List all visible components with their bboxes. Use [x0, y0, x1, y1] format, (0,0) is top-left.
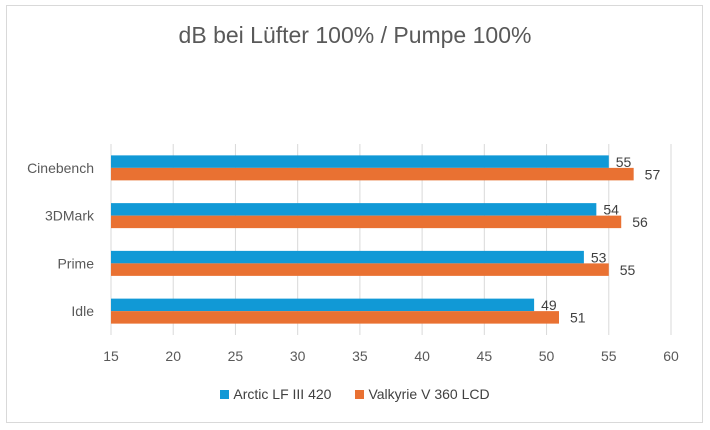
- bar: [111, 263, 609, 276]
- x-tick-label: 35: [352, 348, 368, 364]
- chart-frame: [6, 5, 703, 423]
- bar: [111, 167, 634, 181]
- legend: Arctic LF III 420 Valkyrie V 360 LCD: [0, 386, 710, 402]
- y-category-label: Cinebench: [27, 160, 94, 176]
- bar: [111, 215, 622, 229]
- x-tick-label: 20: [165, 348, 181, 364]
- x-tick-label: 55: [601, 348, 617, 364]
- legend-swatch-valkyrie: [355, 389, 365, 399]
- data-label: 56: [632, 214, 648, 230]
- data-label: 49: [541, 297, 557, 313]
- x-tick-label: 15: [103, 348, 119, 364]
- legend-label-arctic: Arctic LF III 420: [233, 386, 332, 402]
- x-tick-label: 40: [414, 348, 430, 364]
- y-category-label: 3DMark: [45, 208, 95, 224]
- x-tick-label: 25: [228, 348, 244, 364]
- y-category-label: Idle: [71, 303, 94, 319]
- data-label: 55: [620, 262, 636, 278]
- x-tick-label: 45: [477, 348, 493, 364]
- bar: [111, 155, 609, 168]
- legend-item-valkyrie: Valkyrie V 360 LCD: [355, 386, 490, 402]
- bar: [111, 203, 597, 216]
- data-label: 51: [570, 310, 586, 326]
- data-label: 53: [591, 249, 607, 265]
- data-label: 57: [645, 166, 661, 182]
- y-category-label: Prime: [57, 255, 94, 271]
- bar: [111, 250, 584, 264]
- x-tick-label: 30: [290, 348, 306, 364]
- data-label: 54: [603, 202, 619, 218]
- data-label: 55: [616, 154, 632, 170]
- legend-item-arctic: Arctic LF III 420: [220, 386, 331, 402]
- x-tick-label: 50: [539, 348, 555, 364]
- bar: [111, 311, 559, 324]
- bar: [111, 298, 535, 312]
- legend-swatch-arctic: [220, 389, 230, 399]
- x-tick-label: 60: [663, 348, 679, 364]
- chart-title: dB bei Lüfter 100% / Pumpe 100%: [178, 22, 532, 48]
- legend-label-valkyrie: Valkyrie V 360 LCD: [368, 386, 490, 402]
